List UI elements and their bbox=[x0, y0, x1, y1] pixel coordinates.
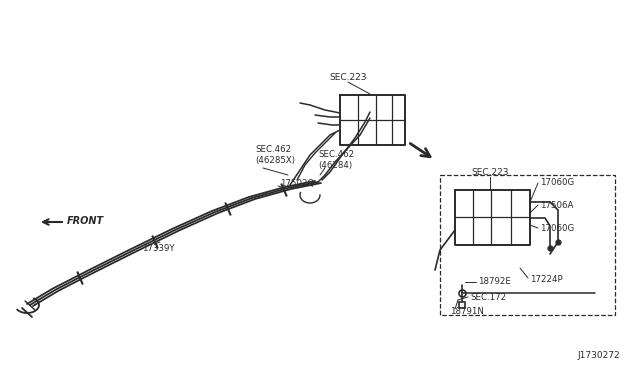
Text: SEC.462
(46284): SEC.462 (46284) bbox=[318, 150, 354, 170]
Text: J1730272: J1730272 bbox=[577, 350, 620, 359]
Text: 18791N: 18791N bbox=[450, 308, 484, 317]
Text: 17224P: 17224P bbox=[530, 276, 563, 285]
Text: FRONT: FRONT bbox=[67, 216, 104, 226]
Bar bbox=[440, 175, 615, 315]
Text: 18792E: 18792E bbox=[478, 278, 511, 286]
Text: SEC.223: SEC.223 bbox=[329, 73, 367, 81]
Text: 17506A: 17506A bbox=[540, 201, 573, 209]
Text: SEC.462
(46285X): SEC.462 (46285X) bbox=[255, 145, 295, 165]
Text: SEC.172: SEC.172 bbox=[470, 292, 506, 301]
Text: SEC.223: SEC.223 bbox=[471, 167, 509, 176]
Text: 17339Y: 17339Y bbox=[142, 244, 175, 253]
Text: 17060G: 17060G bbox=[540, 177, 574, 186]
Text: 17060G: 17060G bbox=[540, 224, 574, 232]
Text: 17502Q: 17502Q bbox=[280, 179, 314, 187]
